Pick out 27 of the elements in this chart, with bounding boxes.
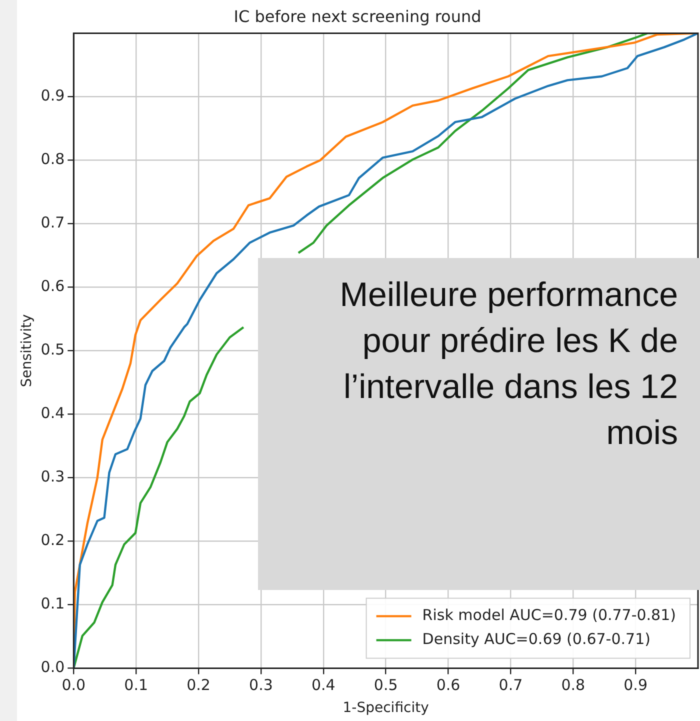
y-tick-label: 0.4	[40, 404, 65, 422]
x-tick-label: 0.6	[436, 676, 460, 694]
x-tick-label: 0.4	[311, 676, 336, 694]
x-tick-label: 0.2	[186, 676, 210, 694]
x-tick-label: 0.3	[249, 676, 273, 694]
x-tick-label: 0.0	[62, 676, 86, 694]
annotation: Meilleure performance pour prédire les K de l’intervalle dans les 12 mois	[338, 275, 678, 454]
y-tick-label: 0.0	[40, 658, 65, 676]
y-tick-label: 0.5	[40, 340, 65, 359]
chart-title: IC before next screening round	[234, 6, 482, 26]
legend-label: Risk model AUC=0.79 (0.77-0.81)	[422, 606, 676, 624]
y-tick-label: 0.6	[40, 277, 65, 296]
y-tick-label: 0.8	[40, 150, 65, 168]
x-axis-title: 1-Specificity	[342, 700, 429, 716]
legend-label: Density AUC=0.69 (0.67-0.71)	[422, 630, 650, 648]
y-tick-label: 0.2	[40, 531, 65, 550]
x-tick-label: 0.1	[124, 676, 148, 694]
x-tick-label: 0.5	[374, 676, 398, 694]
x-tick-label: 0.8	[561, 676, 586, 694]
x-tick-label: 0.7	[498, 676, 523, 694]
y-tick-label: 0.1	[40, 594, 65, 613]
x-tick-label: 0.9	[624, 676, 648, 694]
y-tick-label: 0.9	[40, 86, 65, 105]
y-axis-title: Sensitivity	[19, 314, 36, 388]
y-tick-label: 0.3	[40, 468, 65, 486]
text-box: Meilleure performance pour prédire les K de l’intervalle dans les 12 mois	[258, 258, 700, 590]
y-tick-label: 0.7	[40, 214, 65, 232]
